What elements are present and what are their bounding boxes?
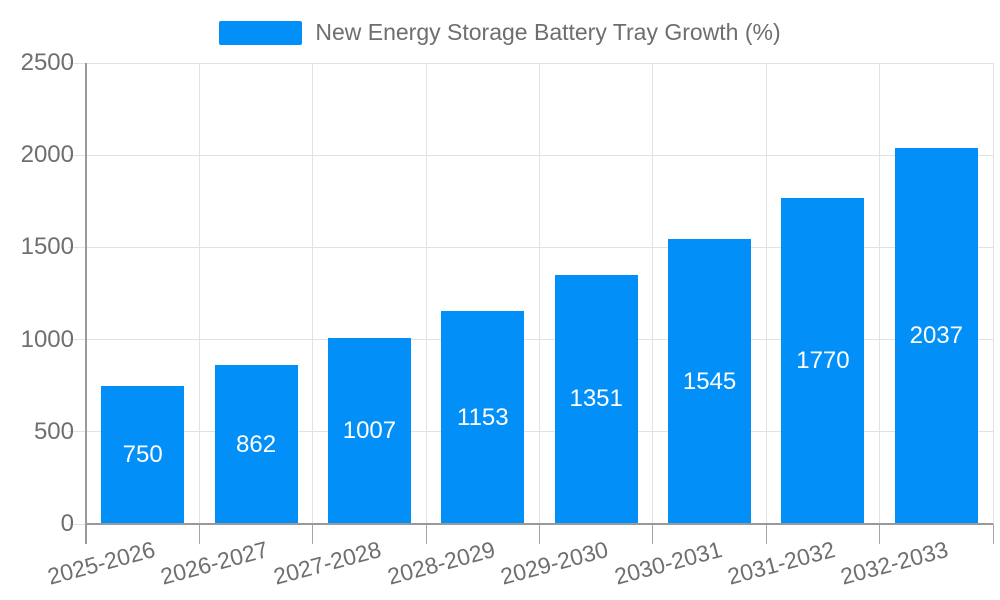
x-axis-category-label: 2032-2033 <box>838 536 952 590</box>
y-axis-tick <box>68 339 86 341</box>
x-axis-tick <box>879 524 881 544</box>
x-axis-category-label: 2029-2030 <box>497 536 611 590</box>
bar-value-label: 1153 <box>457 403 509 431</box>
bar-2025-2026[interactable] <box>101 385 185 524</box>
gridline-vertical <box>765 63 767 524</box>
y-axis-tick-label: 2500 <box>20 49 74 76</box>
gridline-vertical <box>539 63 540 524</box>
x-axis-category-label: 2026-2027 <box>157 536 271 590</box>
legend-swatch <box>219 20 303 45</box>
bar-value-label: 1545 <box>682 367 737 395</box>
y-axis-line <box>85 63 87 544</box>
gridline-vertical <box>992 63 994 524</box>
bar-2026-2027[interactable] <box>214 365 298 524</box>
bar-2028-2029[interactable] <box>441 311 525 524</box>
x-axis-tick <box>992 524 994 544</box>
bar-2032-2033[interactable] <box>894 148 978 524</box>
y-axis-tick-label: 500 <box>33 417 74 445</box>
x-axis-tick <box>765 524 767 544</box>
bar-2027-2028[interactable] <box>327 338 411 524</box>
gridline-vertical <box>425 63 427 524</box>
y-axis-tick-label: 1500 <box>20 233 74 261</box>
bar-2030-2031[interactable] <box>668 239 752 524</box>
bar-value-label: 1007 <box>342 417 397 445</box>
x-axis-category-label: 2025-2026 <box>44 536 158 590</box>
bar-value-label: 1770 <box>796 346 850 374</box>
y-axis-tick-label: 0 <box>60 510 74 537</box>
bar-2031-2032[interactable] <box>781 197 865 524</box>
bar-2029-2030[interactable] <box>554 274 638 524</box>
bar-value-label: 862 <box>236 430 277 458</box>
x-axis-tick <box>312 524 314 544</box>
y-axis-tick <box>68 523 86 525</box>
x-axis-tick <box>652 524 654 544</box>
legend-label: New Energy Storage Battery Tray Growth (… <box>315 19 781 45</box>
x-axis-tick <box>539 524 540 544</box>
y-axis-tick <box>68 62 86 64</box>
x-axis-line <box>86 523 993 525</box>
y-axis-tick <box>68 246 86 248</box>
x-axis-category-label: 2027-2028 <box>271 536 385 590</box>
gridline-vertical <box>198 63 200 524</box>
x-axis-category-label: 2028-2029 <box>384 536 498 590</box>
legend[interactable]: New Energy Storage Battery Tray Growth (… <box>0 19 1000 46</box>
x-axis-category-label: 2031-2032 <box>724 536 838 590</box>
x-axis-tick <box>425 524 427 544</box>
x-axis-category-label: 2030-2031 <box>611 536 725 590</box>
y-axis-tick-label: 1000 <box>20 325 74 353</box>
x-axis-tick <box>198 524 200 544</box>
y-axis-tick-label: 2000 <box>20 141 74 169</box>
bar-value-label: 2037 <box>909 322 963 350</box>
y-axis-tick <box>68 154 86 156</box>
gridline-vertical <box>312 63 314 524</box>
bar-value-label: 750 <box>122 440 163 468</box>
y-axis-tick <box>68 431 86 433</box>
gridline-vertical <box>652 63 654 524</box>
gridline-vertical <box>879 63 881 524</box>
bar-value-label: 1351 <box>569 385 623 413</box>
